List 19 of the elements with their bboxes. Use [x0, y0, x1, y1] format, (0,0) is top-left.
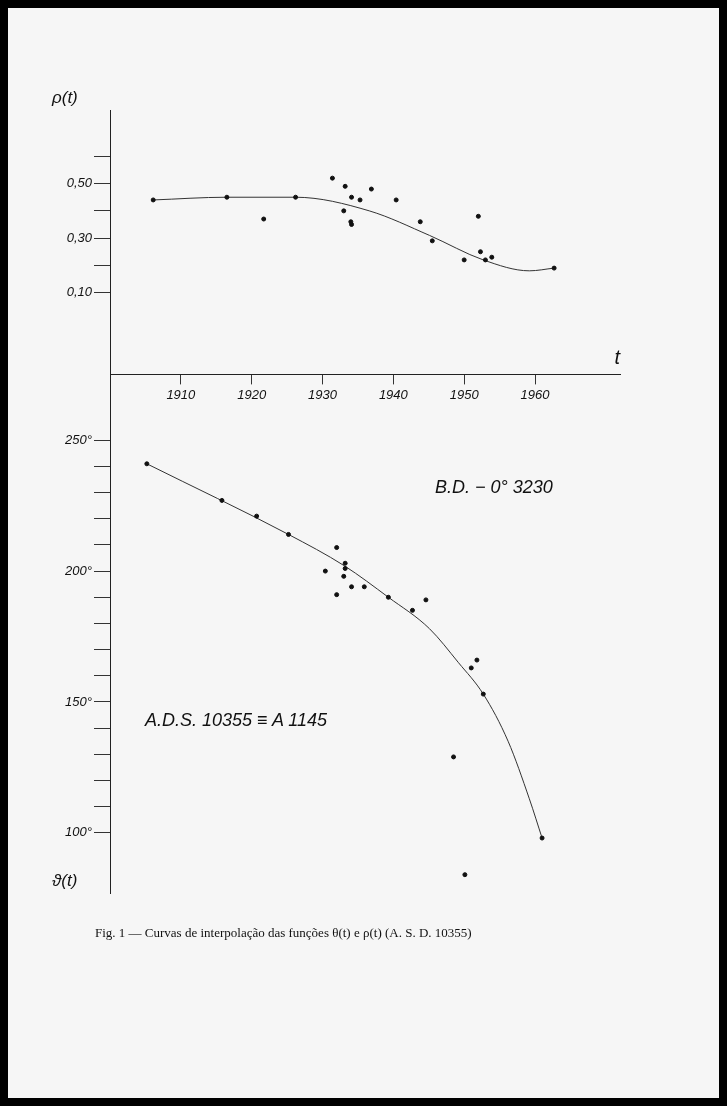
x-tick-label: 1920 — [237, 386, 267, 402]
y-tick-label: 0,10 — [66, 284, 93, 300]
y-tick-label: 150° — [65, 693, 92, 709]
x-axis-title: t — [614, 345, 622, 368]
caption: Fig. 1 — Curvas de interpolação das funções θ(t) e ρ(t) (A. S. D. 10355) — [95, 925, 472, 941]
y-tick-label: 0,30 — [66, 229, 93, 245]
y-axis-title: ρ(t) — [52, 88, 78, 108]
y-tick-label: 200° — [64, 562, 92, 578]
x-tick-label: 1960 — [520, 386, 551, 402]
y-tick-label: 250° — [64, 431, 92, 447]
x-tick-label: 1950 — [449, 386, 480, 402]
x-tick-label: 1910 — [166, 386, 197, 402]
y-tick-label: 0,50 — [66, 175, 93, 191]
annotation: B.D. − 0° 3230 — [435, 476, 553, 498]
y-axis-title: ϑ(t) — [52, 870, 78, 891]
y-tick-label: 100° — [65, 824, 92, 840]
x-tick-label: 1940 — [378, 386, 409, 402]
x-tick-label: 1930 — [308, 386, 338, 402]
annotation: A.D.S. 10355 ≡ A 1145 — [145, 709, 327, 731]
